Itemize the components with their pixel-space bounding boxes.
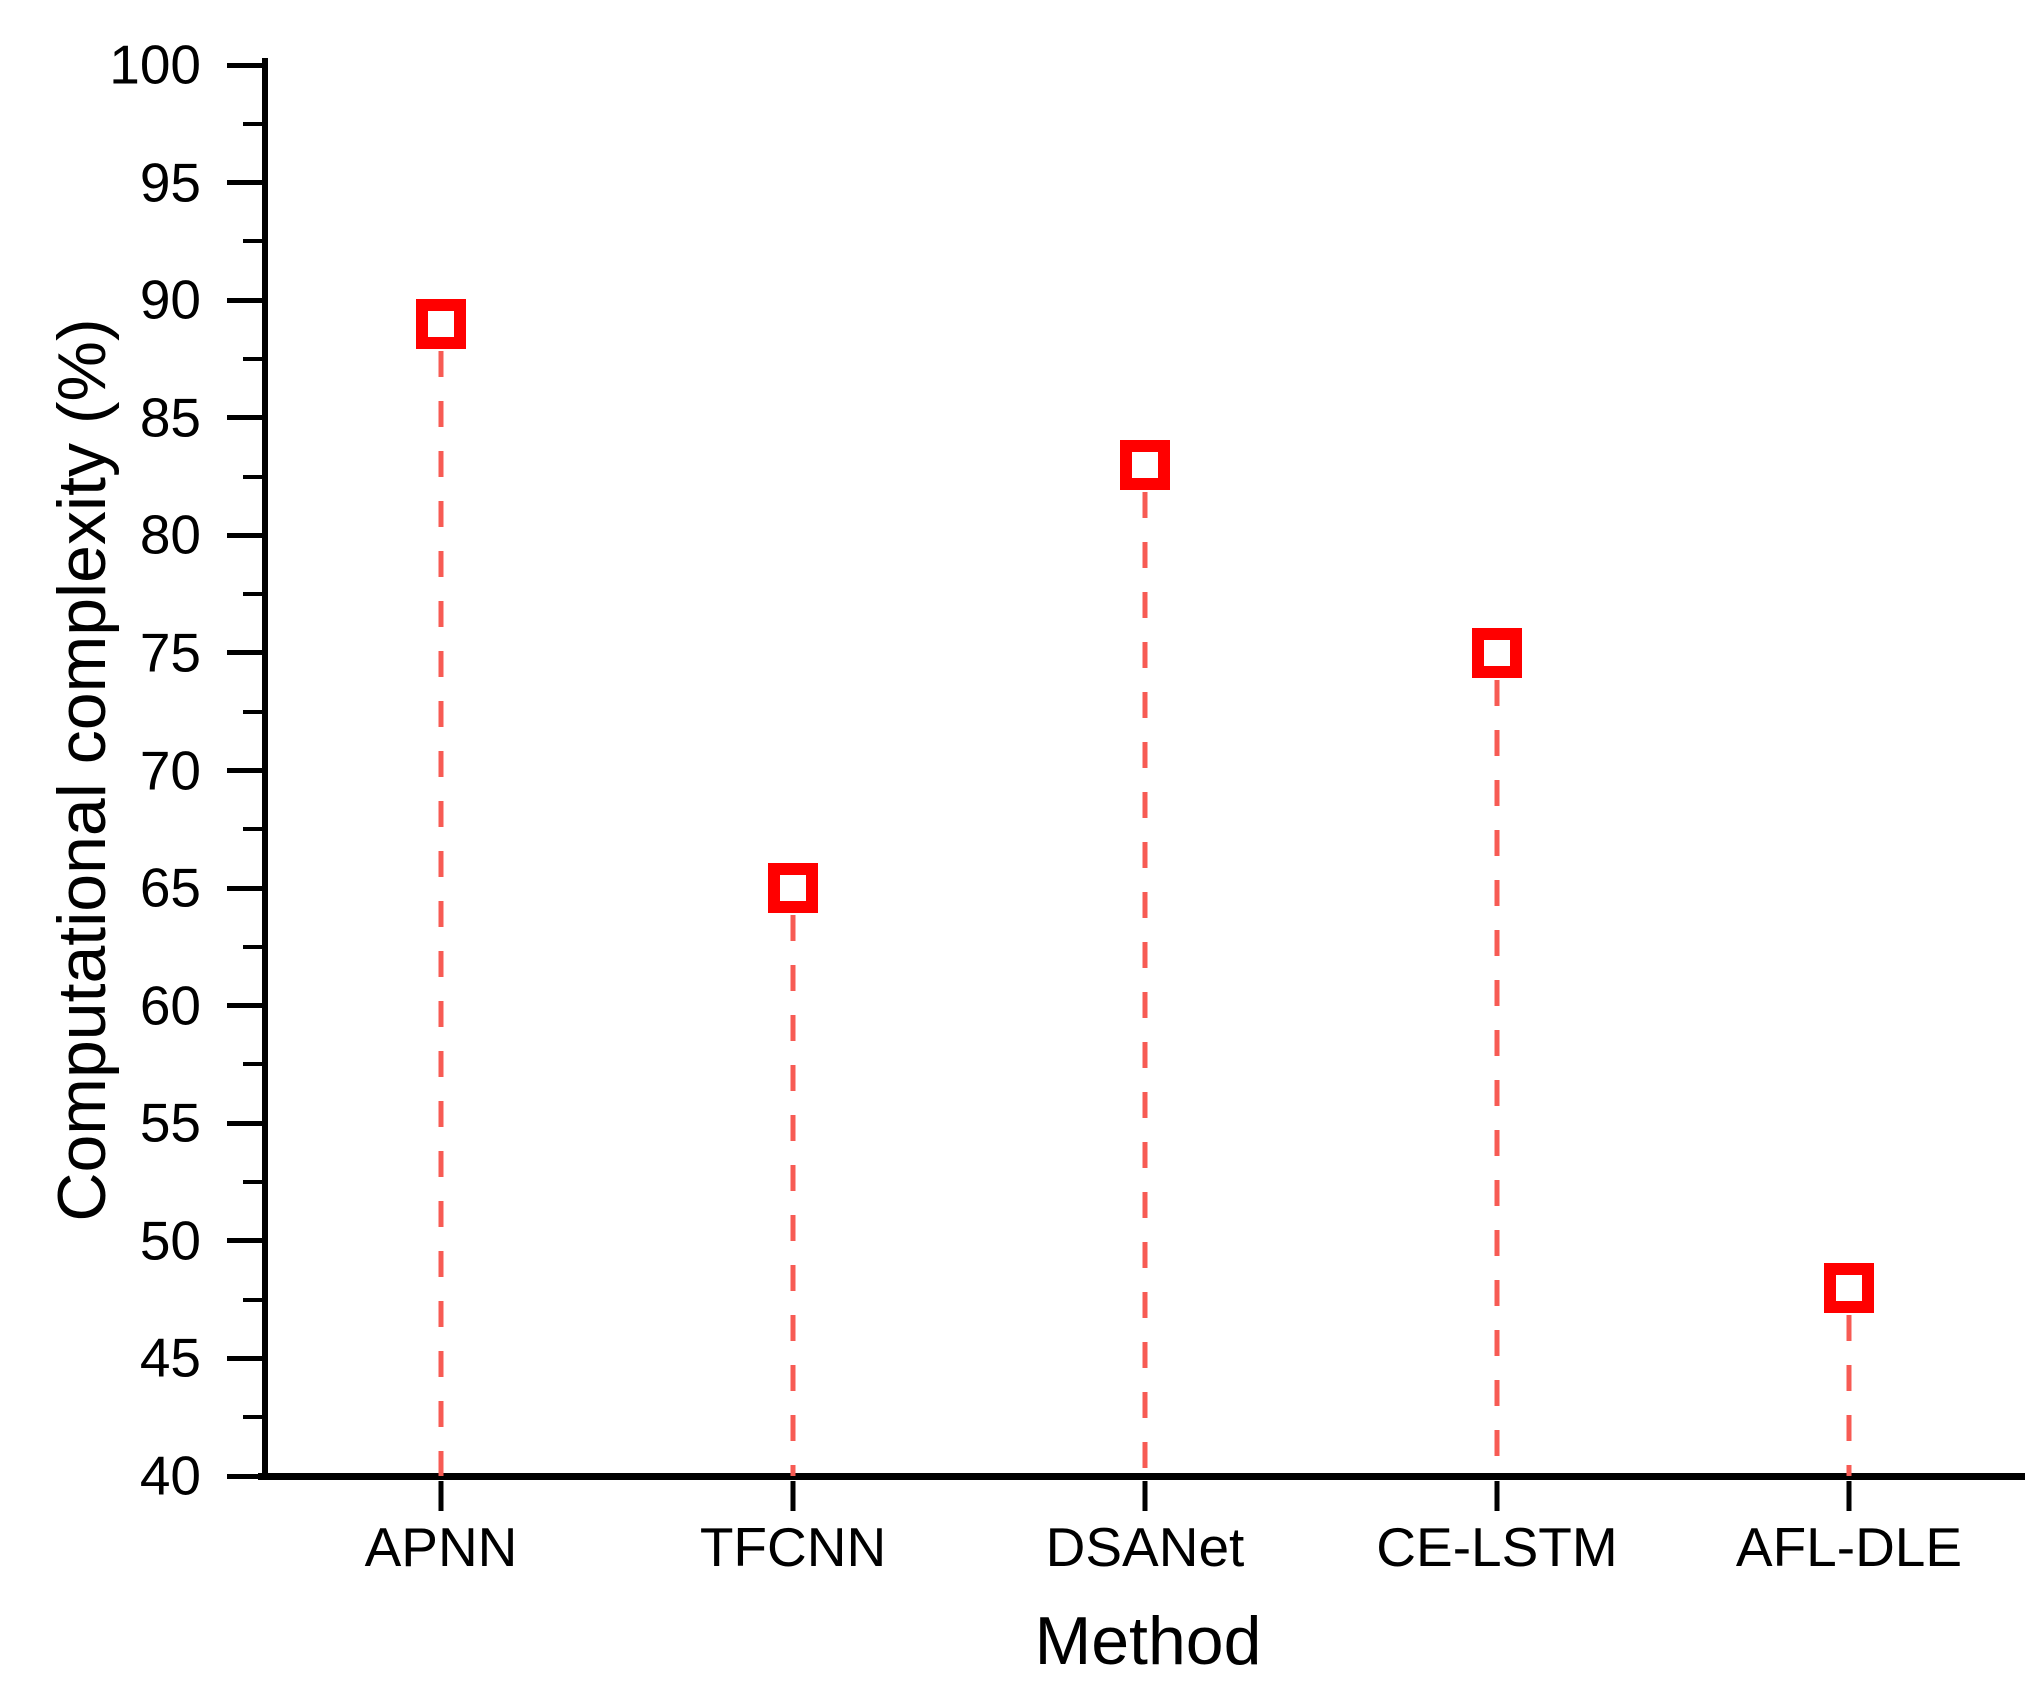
y-axis-line — [262, 58, 268, 1480]
data-point-marker — [768, 863, 818, 914]
y-minor-tick — [243, 239, 265, 244]
y-tick-label: 95 — [139, 151, 201, 214]
y-tick-label: 50 — [139, 1209, 201, 1272]
y-minor-tick — [243, 356, 265, 361]
x-tick — [1494, 1481, 1500, 1511]
stem-line — [1494, 679, 1500, 1476]
y-tick-label: 45 — [139, 1326, 201, 1389]
y-tick-label: 60 — [139, 974, 201, 1037]
y-tick-label: 85 — [139, 386, 201, 449]
y-major-tick — [227, 297, 265, 303]
y-major-tick — [227, 1238, 265, 1244]
data-point-marker — [416, 298, 466, 349]
y-minor-tick — [243, 1180, 265, 1185]
x-axis-line — [258, 1473, 2025, 1480]
y-tick-label: 80 — [139, 503, 201, 566]
y-major-tick — [227, 532, 265, 538]
x-tick-label: CE-LSTM — [1376, 1516, 1618, 1578]
y-minor-tick — [243, 827, 265, 832]
x-axis-title: Method — [1034, 1603, 1262, 1679]
y-major-tick — [227, 650, 265, 656]
x-tick-label: AFL-DLE — [1735, 1516, 1963, 1578]
y-tick-label: 65 — [139, 856, 201, 919]
y-minor-tick — [243, 1297, 265, 1302]
plot-area: 40 45 50 55 60 65 70 75 80 85 90 95 100 APNN TFCNN DSAN… — [109, 37, 2025, 1576]
y-tick-label: 70 — [139, 739, 201, 801]
x-tick-label: DSANet — [1045, 1516, 1245, 1578]
stem-line — [438, 350, 444, 1476]
stem-line — [790, 915, 796, 1476]
y-major-tick — [227, 62, 265, 68]
y-minor-tick — [243, 1062, 265, 1067]
y-tick-label: 75 — [139, 621, 201, 684]
stem-line — [1846, 1314, 1852, 1476]
x-tick — [438, 1481, 444, 1511]
y-tick-label: 55 — [139, 1091, 201, 1154]
y-major-tick — [227, 885, 265, 891]
y-tick-label: 40 — [139, 1444, 201, 1507]
x-tick — [1142, 1481, 1148, 1511]
y-minor-tick — [243, 474, 265, 479]
y-major-tick — [227, 768, 265, 773]
y-major-tick — [227, 1473, 265, 1479]
y-minor-tick — [243, 944, 265, 949]
x-tick — [1846, 1481, 1852, 1511]
y-tick-label: 100 — [109, 33, 201, 96]
y-minor-tick — [243, 1415, 265, 1420]
data-point-marker — [1824, 1262, 1874, 1313]
data-point-marker — [1472, 627, 1522, 678]
x-tick-label: TFCNN — [699, 1516, 887, 1578]
data-point-marker — [1120, 439, 1170, 490]
y-major-tick — [227, 1003, 265, 1009]
stem-line — [1142, 491, 1148, 1476]
y-major-tick — [227, 415, 265, 421]
y-minor-tick — [243, 592, 265, 597]
y-minor-tick — [243, 709, 265, 714]
y-major-tick — [227, 1120, 265, 1126]
x-tick-label: APNN — [364, 1516, 518, 1578]
x-tick — [790, 1481, 796, 1511]
y-major-tick — [227, 1355, 265, 1361]
y-minor-tick — [243, 121, 265, 126]
y-tick-label: 90 — [139, 268, 201, 331]
y-major-tick — [227, 180, 265, 186]
